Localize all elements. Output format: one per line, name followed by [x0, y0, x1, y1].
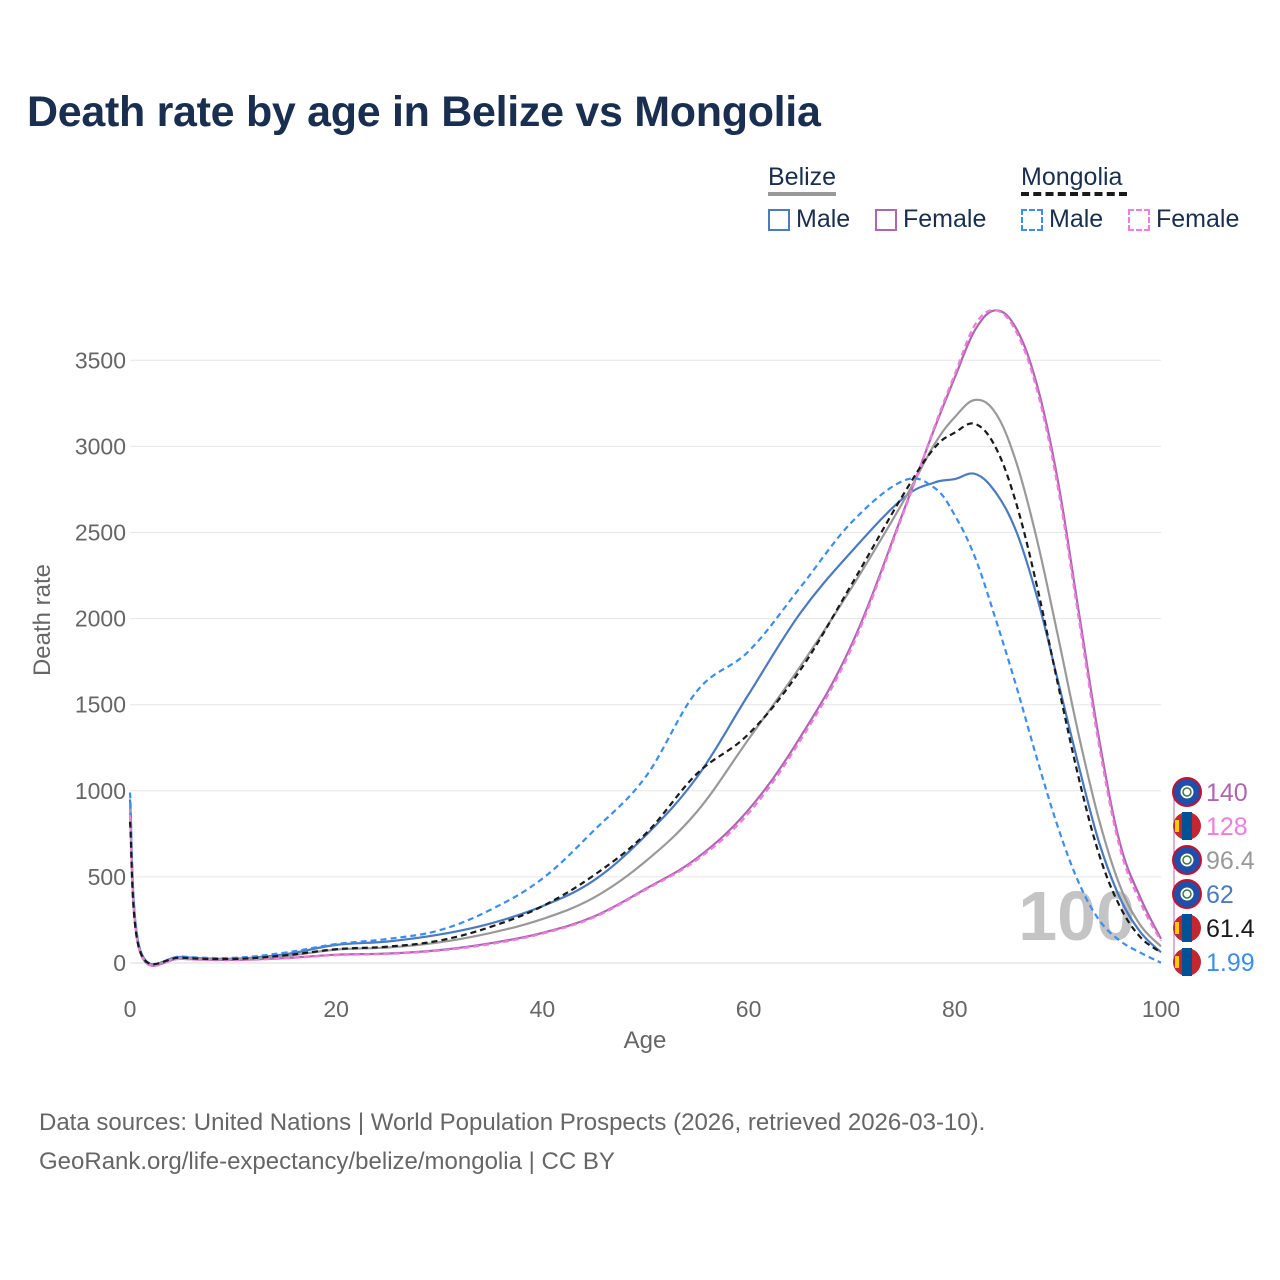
legend-label: Male	[1049, 205, 1104, 233]
series-line-belize-female	[128, 309, 1162, 967]
series-lines	[128, 308, 1162, 967]
legend-underline-mongolia	[1021, 192, 1127, 196]
x-tick-label: 20	[323, 996, 349, 1022]
y-tick-labels: 0 500 1000 1500 2000 2500 3000 3500	[75, 347, 126, 976]
series-line-belize-male	[128, 472, 1162, 966]
x-tick-label: 80	[942, 996, 968, 1022]
y-axis-label: Death rate	[29, 564, 56, 676]
legend-label: Female	[903, 205, 987, 233]
end-marker-belize-female: 140	[1172, 777, 1248, 807]
y-tick-label: 2500	[75, 520, 126, 546]
legend-underline-belize	[768, 192, 836, 196]
flag-stripe	[1182, 914, 1192, 942]
x-tick-label: 60	[736, 996, 762, 1022]
end-value-label: 128	[1206, 813, 1248, 841]
end-markers: 140 128 96.4 62 61.4 1.99	[1172, 777, 1255, 977]
flag-soyombo	[1175, 820, 1179, 832]
y-tick-label: 3500	[75, 347, 126, 373]
y-tick-label: 2000	[75, 606, 126, 632]
series-line-mongolia-male	[128, 477, 1162, 967]
end-marker-belize-total: 96.4	[1172, 845, 1255, 875]
legend-swatch-belize-female	[875, 208, 897, 231]
end-marker-mongolia-male: 1.99	[1173, 948, 1255, 977]
series-line-belize-total	[128, 398, 1162, 966]
x-tick-label: 100	[1142, 996, 1180, 1022]
legend-item-mongolia-female[interactable]: Female	[1128, 205, 1239, 234]
legend-label: Female	[1156, 205, 1240, 233]
legend-item-mongolia-male[interactable]: Male	[1021, 205, 1103, 234]
legend-group-belize: Belize	[768, 163, 837, 191]
flag-border	[1172, 777, 1202, 807]
source-line-1: Data sources: United Nations | World Pop…	[39, 1109, 986, 1136]
flag-border	[1172, 845, 1202, 875]
flag-stripe	[1182, 948, 1192, 976]
legend-swatch-mongolia-female	[1128, 208, 1150, 231]
flag-border	[1172, 879, 1202, 909]
grid-lines	[130, 359, 1161, 964]
x-axis-label: Age	[624, 1027, 667, 1054]
legend-item-belize-female[interactable]: Female	[875, 205, 986, 234]
flag-stripe	[1182, 812, 1192, 840]
end-marker-mongolia-female: 128	[1173, 812, 1248, 841]
legend-item-belize-male[interactable]: Male	[768, 205, 850, 234]
y-tick-label: 0	[113, 950, 126, 976]
series-line-mongolia-female	[128, 308, 1162, 967]
flag-emblem-wreath	[1182, 787, 1192, 797]
y-tick-label: 1500	[75, 692, 126, 718]
end-value-label: 61.4	[1206, 915, 1255, 943]
flag-soyombo	[1175, 956, 1179, 968]
end-marker-mongolia-total: 61.4	[1173, 914, 1255, 943]
death-rate-chart: 0 500 1000 1500 2000 2500 3000 3500 0 20 40 60 80 10…	[29, 308, 1255, 1054]
y-tick-label: 1000	[75, 778, 126, 804]
flag-soyombo	[1175, 922, 1179, 934]
legend-swatch-mongolia-male	[1021, 208, 1043, 231]
legend-swatch-belize-male	[768, 208, 790, 231]
x-tick-labels: 0 20 40 60 80 100	[124, 996, 1181, 1022]
legend-group-mongolia: Mongolia	[1021, 163, 1123, 191]
x-tick-label: 0	[124, 996, 137, 1022]
x-tick-label: 40	[530, 996, 556, 1022]
source-line-2: GeoRank.org/life-expectancy/belize/mongo…	[39, 1148, 615, 1175]
flag-emblem-wreath	[1182, 889, 1192, 899]
end-value-label: 96.4	[1206, 847, 1255, 875]
end-value-label: 1.99	[1206, 949, 1255, 977]
series-line-mongolia-total	[128, 422, 1162, 966]
flag-emblem-wreath	[1182, 855, 1192, 865]
legend-label: Male	[796, 205, 851, 233]
year-watermark: 100	[1018, 877, 1135, 955]
end-value-label: 62	[1206, 881, 1234, 909]
y-tick-label: 3000	[75, 433, 126, 459]
end-marker-belize-male: 62	[1172, 879, 1234, 909]
chart-title: Death rate by age in Belize vs Mongolia	[27, 88, 821, 136]
end-value-label: 140	[1206, 779, 1248, 807]
y-tick-label: 500	[88, 864, 126, 890]
